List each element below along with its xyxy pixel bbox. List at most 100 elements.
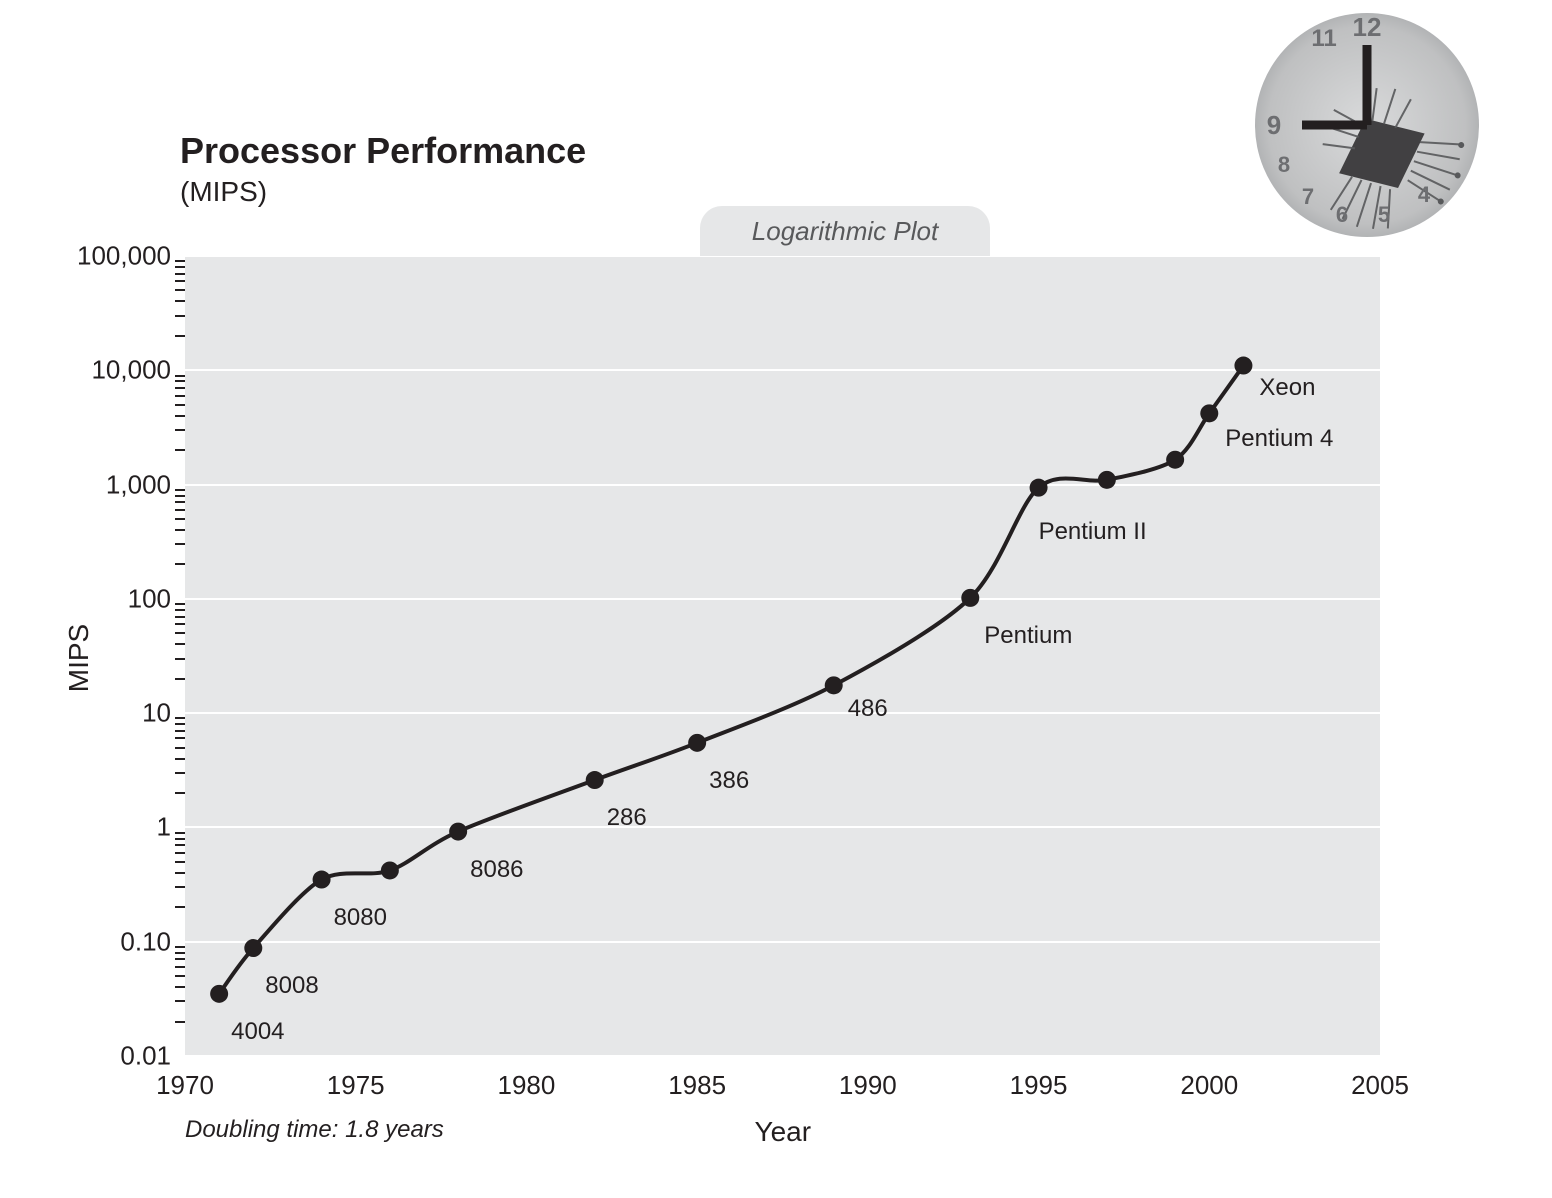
y-tick-label: 1,000 [106,469,171,500]
y-minor-tick [175,563,185,565]
y-minor-tick [175,946,185,948]
y-axis-title: MIPS [63,624,95,692]
svg-text:8: 8 [1278,152,1290,177]
data-point [586,771,604,789]
data-point-label: 8008 [265,972,318,1000]
y-minor-tick [175,609,185,611]
svg-text:9: 9 [1267,110,1281,140]
series-line [219,366,1243,994]
y-minor-tick [175,758,185,760]
data-point-label: 8080 [334,904,387,932]
y-tick-label: 100,000 [77,241,171,272]
y-minor-tick [175,1021,185,1023]
y-minor-tick [175,280,185,282]
data-point [1098,471,1116,489]
data-point [1030,479,1048,497]
chart-subtitle: (MIPS) [180,176,267,208]
y-minor-tick [175,395,185,397]
y-minor-tick [175,792,185,794]
data-point [1166,451,1184,469]
y-minor-tick [175,658,185,660]
y-minor-tick [175,300,185,302]
data-point-label: Pentium II [1039,518,1147,546]
y-minor-tick [175,737,185,739]
svg-text:7: 7 [1302,184,1314,209]
data-point-label: 386 [709,767,749,795]
x-tick-label: 1990 [839,1070,897,1101]
y-minor-tick [175,415,185,417]
y-minor-tick [175,375,185,377]
y-tick-label: 1 [157,812,171,843]
y-minor-tick [175,730,185,732]
x-tick-label: 2005 [1351,1070,1409,1101]
data-point-label: 286 [607,804,647,832]
data-point-label: 8086 [470,856,523,884]
y-minor-tick [175,886,185,888]
y-minor-tick [175,723,185,725]
y-minor-tick [175,380,185,382]
y-minor-tick [175,518,185,520]
y-minor-tick [175,501,185,503]
y-minor-tick [175,844,185,846]
y-minor-tick [175,747,185,749]
y-minor-tick [175,315,185,317]
data-point-label: 486 [848,695,888,723]
y-minor-tick [175,260,185,262]
data-point-label: Xeon [1259,374,1315,402]
y-minor-tick [175,387,185,389]
y-minor-tick [175,335,185,337]
plot-area: 0.010.101101001,00010,000100,00019701975… [185,256,1380,1056]
footer-note: Doubling time: 1.8 years [185,1116,444,1144]
clock-chip-icon: 12 11 9 8 7 6 5 4 [1252,10,1482,240]
y-minor-tick [175,273,185,275]
y-minor-tick [175,966,185,968]
y-minor-tick [175,632,185,634]
y-minor-tick [175,643,185,645]
data-point [688,734,706,752]
y-minor-tick [175,678,185,680]
data-point [1200,404,1218,422]
y-minor-tick [175,616,185,618]
data-point-label: 4004 [231,1018,284,1046]
y-minor-tick [175,838,185,840]
svg-text:11: 11 [1311,25,1336,52]
y-minor-tick [175,958,185,960]
y-minor-tick [175,495,185,497]
y-tick-label: 10 [142,698,171,729]
data-point [825,676,843,694]
y-minor-tick [175,986,185,988]
y-minor-tick [175,975,185,977]
data-point [244,939,262,957]
y-minor-tick [175,1000,185,1002]
data-point-label: Pentium 4 [1225,425,1333,453]
y-minor-tick [175,509,185,511]
data-point [381,861,399,879]
y-minor-tick [175,623,185,625]
plot-type-tab: Logarithmic Plot [700,206,990,256]
y-tick-label: 0.10 [120,926,171,957]
x-axis-title: Year [755,1116,812,1148]
x-tick-label: 1985 [668,1070,726,1101]
y-minor-tick [175,404,185,406]
svg-text:4: 4 [1418,182,1431,207]
plot-type-label: Logarithmic Plot [752,216,938,247]
data-point [1234,357,1252,375]
y-minor-tick [175,717,185,719]
y-minor-tick [175,449,185,451]
y-minor-tick [175,772,185,774]
data-point [210,985,228,1003]
y-minor-tick [175,289,185,291]
y-tick-label: 100 [128,583,171,614]
x-tick-label: 1980 [498,1070,556,1101]
y-minor-tick [175,543,185,545]
data-point [961,589,979,607]
y-tick-label: 10,000 [91,355,171,386]
data-point [449,823,467,841]
y-tick-label: 0.01 [120,1041,171,1072]
svg-text:6: 6 [1336,202,1348,227]
y-minor-tick [175,489,185,491]
x-tick-label: 2000 [1180,1070,1238,1101]
y-minor-tick [175,603,185,605]
y-minor-tick [175,529,185,531]
y-minor-tick [175,832,185,834]
